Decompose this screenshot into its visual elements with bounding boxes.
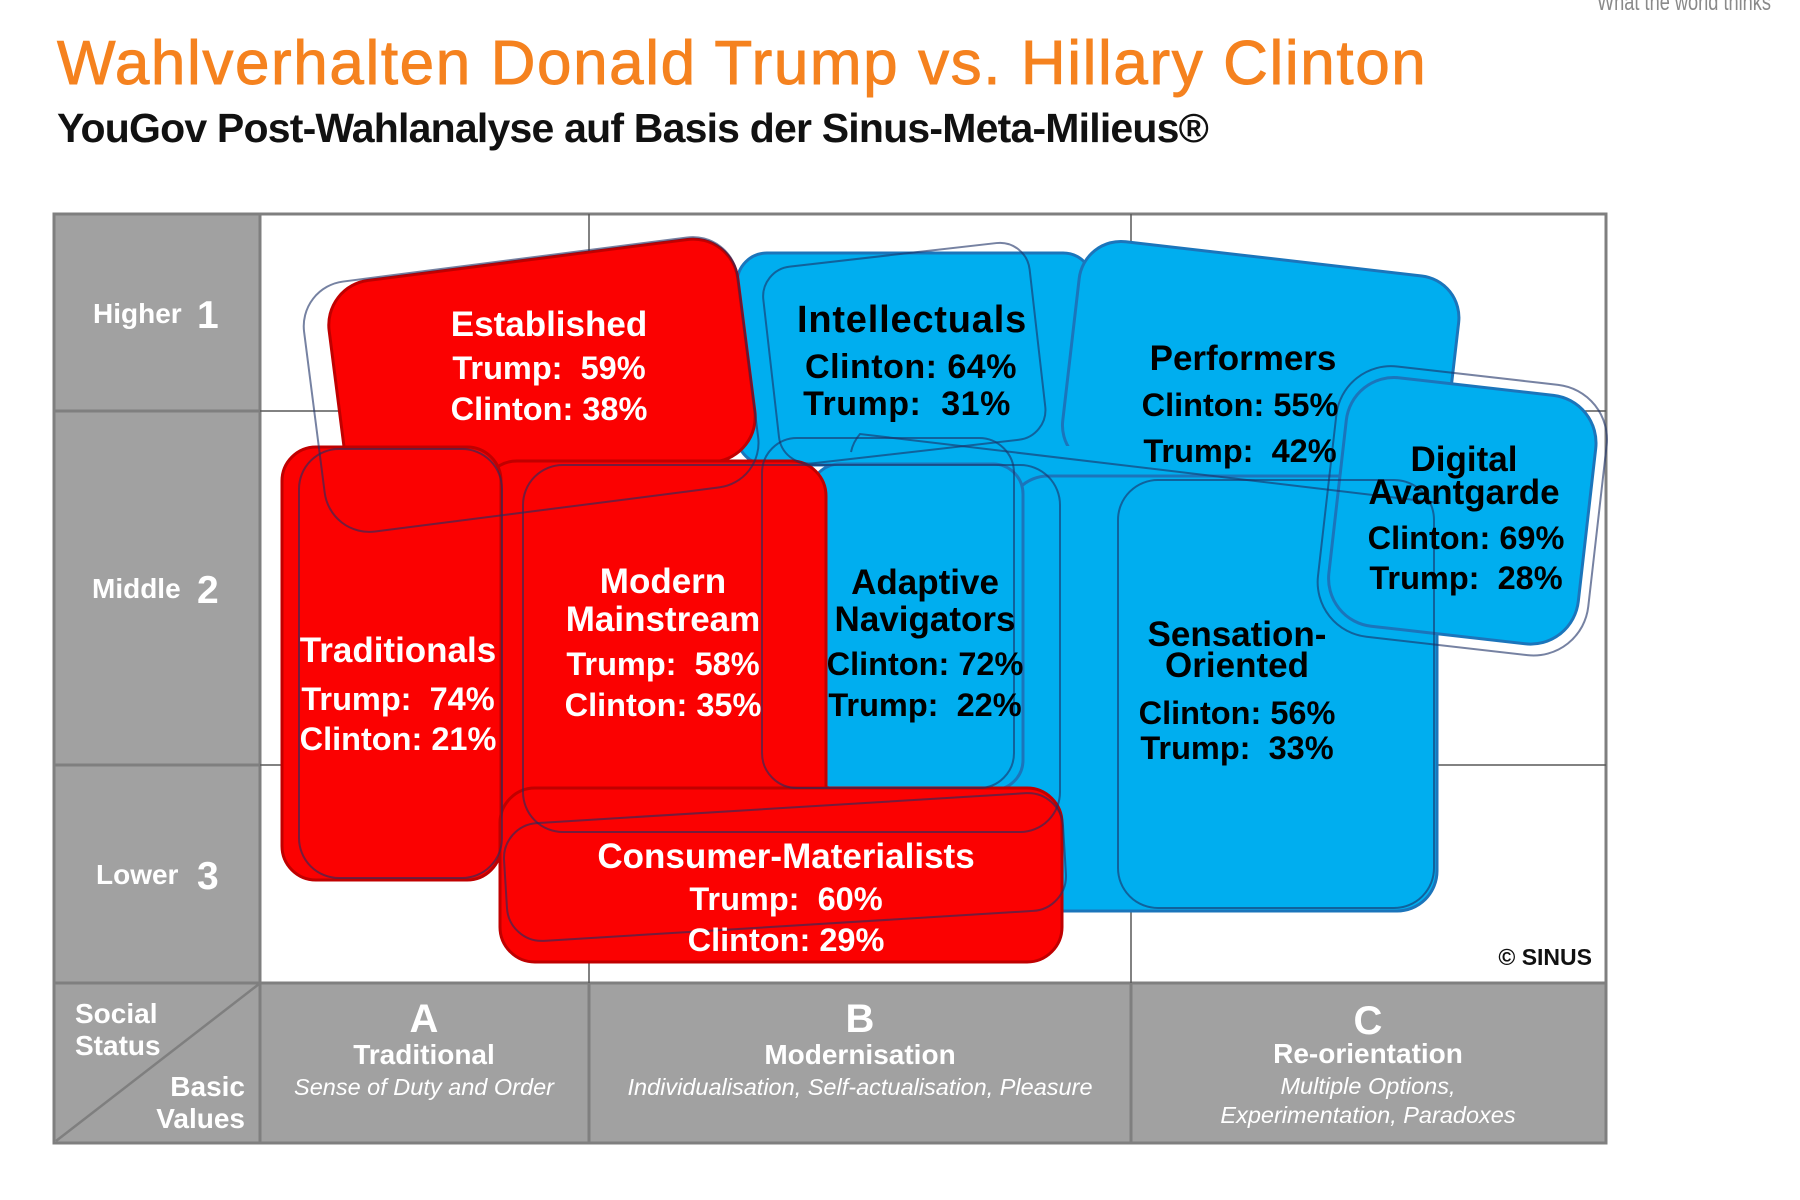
svg-text:Clinton: 64%: Clinton: 64% (805, 348, 1017, 386)
svg-text:Modernisation: Modernisation (764, 1039, 955, 1070)
svg-text:Social: Social (75, 998, 157, 1029)
svg-text:Sensation-: Sensation- (1148, 615, 1327, 654)
svg-text:YouGov Post-Wahlanalyse auf Ba: YouGov Post-Wahlanalyse auf Basis der Si… (57, 105, 1209, 151)
svg-text:Clinton: 29%: Clinton: 29% (688, 922, 885, 958)
svg-text:Adaptive: Adaptive (851, 563, 999, 602)
svg-text:Middle: Middle (92, 573, 181, 604)
svg-text:Navigators: Navigators (835, 600, 1016, 639)
svg-text:A: A (410, 997, 439, 1041)
svg-text:3: 3 (197, 855, 219, 898)
svg-text:Sense of Duty and Order: Sense of Duty and Order (294, 1074, 555, 1100)
svg-text:Mainstream: Mainstream (566, 600, 761, 639)
svg-text:Trump: 33%: Trump: 33% (1140, 730, 1333, 766)
svg-text:Trump: 31%: Trump: 31% (803, 385, 1011, 423)
svg-text:Trump: 74%: Trump: 74% (301, 681, 494, 717)
svg-text:Digital: Digital (1411, 440, 1518, 479)
svg-text:Avantgarde: Avantgarde (1368, 473, 1559, 512)
svg-text:Clinton: 69%: Clinton: 69% (1368, 520, 1565, 556)
svg-text:Experimentation, Paradoxes: Experimentation, Paradoxes (1220, 1102, 1515, 1128)
svg-text:Clinton: 56%: Clinton: 56% (1139, 695, 1336, 731)
svg-text:Re-orientation: Re-orientation (1273, 1038, 1463, 1069)
svg-text:Modern: Modern (600, 562, 726, 601)
svg-text:Intellectuals: Intellectuals (797, 299, 1027, 341)
svg-text:Trump: 60%: Trump: 60% (689, 881, 882, 917)
svg-text:Consumer-Materialists: Consumer-Materialists (597, 837, 974, 876)
svg-text:Individualisation, Self-actual: Individualisation, Self-actualisation, P… (627, 1074, 1092, 1100)
svg-text:Lower: Lower (96, 859, 179, 890)
svg-text:Clinton: 72%: Clinton: 72% (827, 646, 1024, 682)
svg-text:Wahlverhalten Donald Trump vs.: Wahlverhalten Donald Trump vs. Hillary C… (57, 29, 1427, 98)
svg-text:1: 1 (197, 294, 219, 337)
svg-text:Clinton: 38%: Clinton: 38% (451, 391, 648, 427)
svg-text:Performers: Performers (1150, 339, 1337, 378)
svg-text:Trump: 59%: Trump: 59% (452, 350, 645, 386)
svg-text:C: C (1354, 999, 1383, 1043)
svg-text:Traditionals: Traditionals (300, 631, 496, 670)
svg-text:Trump: 28%: Trump: 28% (1369, 560, 1562, 596)
svg-text:© SINUS: © SINUS (1498, 944, 1592, 970)
svg-text:Clinton: 35%: Clinton: 35% (565, 687, 762, 723)
svg-text:Trump: 58%: Trump: 58% (566, 646, 759, 682)
svg-text:2: 2 (197, 569, 219, 612)
svg-text:Trump: 22%: Trump: 22% (828, 687, 1021, 723)
svg-text:Basic: Basic (170, 1071, 245, 1102)
svg-text:Multiple Options,: Multiple Options, (1280, 1073, 1455, 1099)
svg-text:Clinton: 21%: Clinton: 21% (300, 721, 497, 757)
svg-text:What the world thinks: What the world thinks (1597, 0, 1771, 16)
svg-text:Status: Status (75, 1030, 161, 1061)
svg-text:Trump: 42%: Trump: 42% (1143, 433, 1336, 469)
svg-text:Clinton: 55%: Clinton: 55% (1142, 387, 1339, 423)
svg-text:B: B (846, 997, 875, 1041)
svg-text:Higher: Higher (93, 298, 182, 329)
svg-text:Oriented: Oriented (1165, 646, 1309, 685)
svg-text:Values: Values (156, 1103, 245, 1134)
svg-text:Traditional: Traditional (353, 1039, 495, 1070)
svg-text:Established: Established (451, 305, 647, 344)
